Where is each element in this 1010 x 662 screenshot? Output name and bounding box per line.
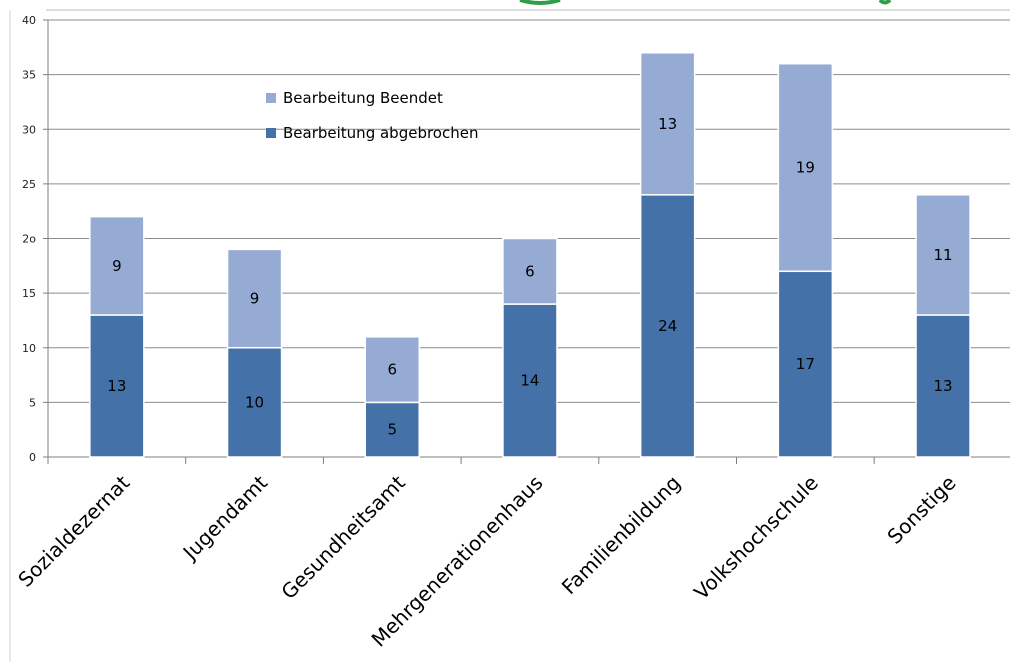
bar-segment [502, 237, 558, 305]
y-tick-label: 0 [29, 451, 36, 464]
data-label: 17 [796, 355, 815, 373]
bar-segment [364, 401, 420, 458]
bar-segment [639, 52, 696, 196]
y-tick-label: 35 [22, 69, 36, 82]
y-tick-label: 5 [29, 396, 36, 409]
bar-segment [89, 215, 145, 316]
bar-segment [226, 248, 283, 349]
y-tick-label: 40 [22, 14, 36, 27]
data-label: 6 [525, 262, 535, 280]
data-label: 14 [520, 372, 539, 390]
bar-segment [89, 314, 145, 458]
data-label: 19 [796, 158, 815, 176]
data-label: 13 [107, 377, 126, 395]
bar-segment [364, 336, 420, 404]
data-label: 9 [250, 290, 260, 308]
legend-swatch [266, 128, 276, 138]
bar-segment [639, 194, 696, 458]
green-title-fragment [519, 0, 561, 5]
bar-segment [915, 194, 971, 316]
bar-segment [777, 270, 834, 458]
legend-entry: Bearbeitung Beendet [283, 89, 443, 107]
legend-swatch [266, 93, 276, 103]
legend-entry: Bearbeitung abgebrochen [283, 124, 478, 142]
data-label: 9 [112, 257, 122, 275]
data-label: 11 [934, 246, 953, 264]
y-tick-label: 10 [22, 342, 36, 355]
y-tick-label: 2ο [22, 233, 36, 246]
y-tick-label: 25 [22, 178, 36, 191]
green-title-fragment-right [878, 0, 892, 5]
data-label: 13 [658, 115, 677, 133]
bar-segment [777, 62, 834, 273]
bar-segment [502, 303, 558, 458]
y-tick-label: 30 [22, 123, 36, 136]
data-label: 13 [934, 377, 953, 395]
data-label: 10 [245, 393, 264, 411]
data-label: 6 [387, 361, 397, 379]
data-label: 5 [387, 421, 397, 439]
y-tick-label: 15 [22, 287, 36, 300]
bar-segment [226, 347, 283, 458]
data-label: 24 [658, 317, 677, 335]
